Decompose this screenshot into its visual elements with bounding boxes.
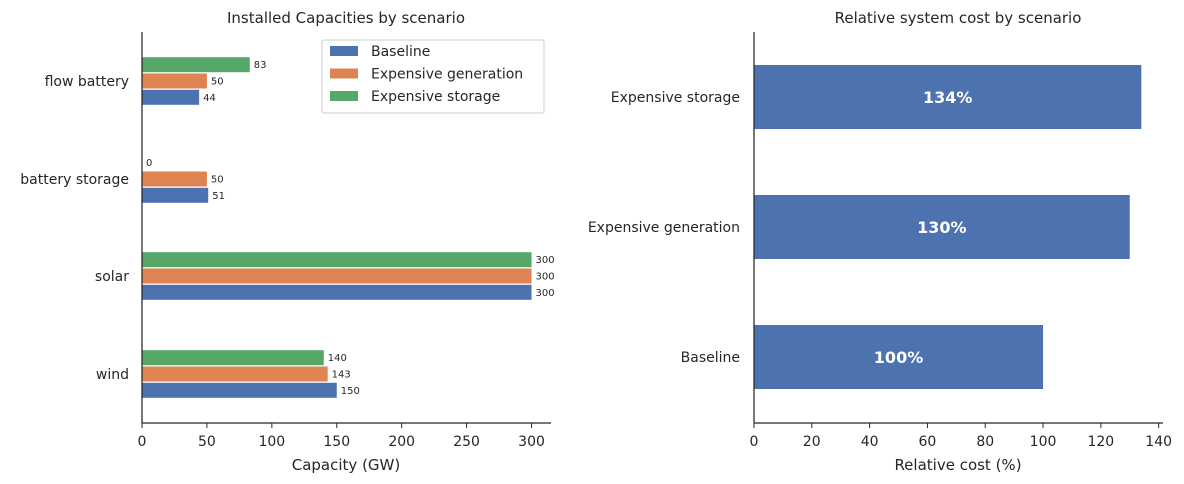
capacity-chart: Installed Capacities by scenario Capacit… (20, 9, 554, 474)
data-label-expensive-generation-solar: 300 (536, 272, 555, 283)
cost-bar-baseline (754, 325, 1044, 389)
data-label-expensive-storage-solar: 300 (536, 255, 555, 266)
data-label-expensive-storage-wind: 140 (328, 353, 347, 364)
x-tick-label: 250 (453, 434, 480, 450)
x-tick-label: 60 (919, 434, 937, 450)
bar-baseline-battery-storage (142, 187, 209, 203)
x-tick-label: 20 (803, 434, 821, 450)
data-label-expensive-generation-wind: 143 (332, 370, 351, 381)
category-label-expensive-generation: Expensive generation (588, 220, 740, 236)
data-label-baseline-battery-storage: 51 (212, 191, 225, 202)
bar-expensive-generation-solar (142, 268, 532, 284)
cost-bar-expensive-storage (754, 65, 1142, 129)
bar-baseline-wind (142, 382, 337, 398)
category-label-expensive-storage: Expensive storage (611, 90, 740, 106)
data-label-baseline-flow-battery: 44 (203, 93, 216, 104)
x-tick-label: 100 (1030, 434, 1057, 450)
data-label-expensive-generation-flow-battery: 50 (211, 77, 224, 88)
bar-expensive-generation-flow-battery (142, 73, 207, 89)
legend-swatch-baseline (330, 46, 358, 56)
category-label-battery-storage: battery storage (20, 172, 129, 188)
capacity-chart-title: Installed Capacities by scenario (227, 9, 465, 27)
bar-expensive-generation-battery-storage (142, 171, 207, 187)
bar-expensive-generation-wind (142, 366, 328, 382)
legend-swatch-expensive-generation (330, 68, 358, 79)
category-label-flow-battery: flow battery (45, 74, 129, 90)
data-label-expensive-generation-battery-storage: 50 (211, 175, 224, 186)
capacity-x-axis-label: Capacity (GW) (292, 456, 400, 474)
x-tick-label: 200 (388, 434, 415, 450)
cost-chart-title: Relative system cost by scenario (835, 9, 1082, 27)
x-tick-label: 140 (1145, 434, 1172, 450)
data-label-expensive-storage-battery-storage: 0 (146, 158, 152, 169)
legend-entry-expensive-generation: Expensive generation (371, 67, 523, 83)
bar-expensive-storage-flow-battery (142, 57, 250, 73)
bar-expensive-storage-wind (142, 350, 324, 366)
x-tick-label: 150 (323, 434, 350, 450)
cost-bar-expensive-generation (754, 195, 1130, 259)
x-tick-label: 300 (518, 434, 545, 450)
cost-x-axis-label: Relative cost (%) (894, 456, 1021, 474)
cost-value-label-baseline: 100% (874, 348, 923, 367)
x-tick-label: 50 (198, 434, 216, 450)
x-tick-label: 0 (138, 434, 147, 450)
x-tick-label: 0 (750, 434, 759, 450)
legend: Baseline Expensive generation Expensive st… (321, 39, 545, 114)
x-tick-label: 120 (1087, 434, 1114, 450)
data-label-expensive-storage-flow-battery: 83 (254, 60, 267, 71)
x-tick-label: 40 (861, 434, 879, 450)
legend-entry-expensive-storage: Expensive storage (371, 89, 500, 105)
legend-frame (321, 39, 545, 114)
legend-entry-baseline: Baseline (371, 44, 430, 60)
cost-value-label-expensive-storage: 134% (923, 88, 972, 107)
bar-expensive-storage-solar (142, 252, 532, 268)
cost-value-label-expensive-generation: 130% (917, 218, 966, 237)
legend-swatch-expensive-storage (330, 91, 358, 101)
category-label-wind: wind (96, 367, 129, 383)
category-label-baseline: Baseline (681, 350, 740, 366)
cost-chart: Relative system cost by scenario Relativ… (588, 9, 1172, 474)
data-label-baseline-solar: 300 (536, 288, 555, 299)
x-tick-label: 100 (258, 434, 285, 450)
data-label-baseline-wind: 150 (341, 386, 360, 397)
category-label-solar: solar (95, 269, 129, 285)
bar-baseline-solar (142, 284, 532, 300)
x-tick-label: 80 (976, 434, 994, 450)
bar-baseline-flow-battery (142, 89, 200, 105)
